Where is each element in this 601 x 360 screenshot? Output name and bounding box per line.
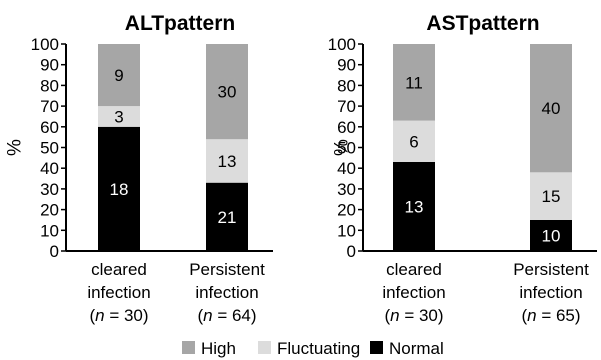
y-tick-label: 90 [337, 56, 356, 75]
legend-label: High [201, 339, 236, 358]
y-tick-label: 90 [40, 56, 59, 75]
category-label: Persistent [189, 260, 265, 279]
data-label: 9 [114, 66, 123, 85]
bar-segment-normal [393, 161, 435, 251]
chart-panel-0: ALTpattern%01020304050607080901001839cle… [5, 12, 273, 325]
y-tick-label: 0 [347, 242, 356, 261]
category-label: infection [195, 283, 258, 302]
y-tick-label: 60 [40, 118, 59, 137]
legend: High Fluctuating Normal [182, 339, 444, 358]
data-label: 13 [405, 197, 424, 216]
chart-panel-1: ASTpattern%010203040506070809010013611cl… [328, 12, 597, 325]
legend-swatch [258, 341, 271, 354]
bar-segment-fluctuating [206, 139, 248, 183]
y-tick-label: 60 [337, 118, 356, 137]
category-label: cleared [386, 260, 442, 279]
category-label: Persistent [513, 260, 589, 279]
category-label: (n = 64) [197, 306, 256, 325]
data-label: 30 [218, 83, 237, 102]
bar-segment-high [530, 44, 572, 173]
bar-segment-normal [530, 219, 572, 251]
category-label: infection [382, 283, 445, 302]
data-label: 3 [114, 107, 123, 126]
y-tick-label: 10 [337, 221, 356, 240]
y-tick-label: 30 [40, 180, 59, 199]
y-tick-label: 50 [337, 139, 356, 158]
bar-segment-high [206, 44, 248, 140]
y-tick-label: 40 [337, 159, 356, 178]
y-tick-label: 100 [328, 35, 356, 54]
data-label: 13 [218, 152, 237, 171]
y-tick-label: 0 [50, 242, 59, 261]
bar-segment-normal [98, 126, 140, 251]
y-tick-label: 100 [31, 35, 59, 54]
legend-label: Fluctuating [277, 339, 360, 358]
y-axis-label: % [5, 139, 26, 156]
legend-label: Normal [389, 339, 444, 358]
y-tick-label: 20 [337, 201, 356, 220]
category-label: cleared [91, 260, 147, 279]
y-tick-label: 70 [40, 97, 59, 116]
y-tick-label: 20 [40, 201, 59, 220]
bar-segment-fluctuating [393, 120, 435, 162]
data-label: 40 [542, 99, 561, 118]
category-label: (n = 65) [521, 306, 580, 325]
data-label: 11 [405, 73, 423, 92]
legend-swatch [182, 341, 195, 354]
y-tick-label: 10 [40, 221, 59, 240]
chart-title: ASTpattern [426, 12, 539, 35]
y-tick-label: 50 [40, 139, 59, 158]
chart-title: ALTpattern [125, 12, 235, 35]
bar-segment-high [98, 44, 140, 107]
y-tick-label: 40 [40, 159, 59, 178]
y-axis-label: % [332, 139, 353, 156]
data-label: 10 [542, 226, 561, 245]
bar-segment-fluctuating [530, 172, 572, 220]
bar-segment-high [393, 44, 435, 121]
bar-segment-fluctuating [98, 106, 140, 127]
y-tick-label: 80 [40, 76, 59, 95]
data-label: 15 [542, 187, 561, 206]
legend-swatch [370, 341, 383, 354]
category-label: (n = 30) [384, 306, 443, 325]
y-tick-label: 70 [337, 97, 356, 116]
data-label: 18 [110, 180, 129, 199]
y-tick-label: 80 [337, 76, 356, 95]
y-tick-label: 30 [337, 180, 356, 199]
data-label: 21 [218, 208, 237, 227]
category-label: (n = 30) [89, 306, 148, 325]
category-label: infection [519, 283, 582, 302]
category-label: infection [87, 283, 150, 302]
bar-segment-normal [206, 182, 248, 251]
data-label: 6 [409, 132, 418, 151]
